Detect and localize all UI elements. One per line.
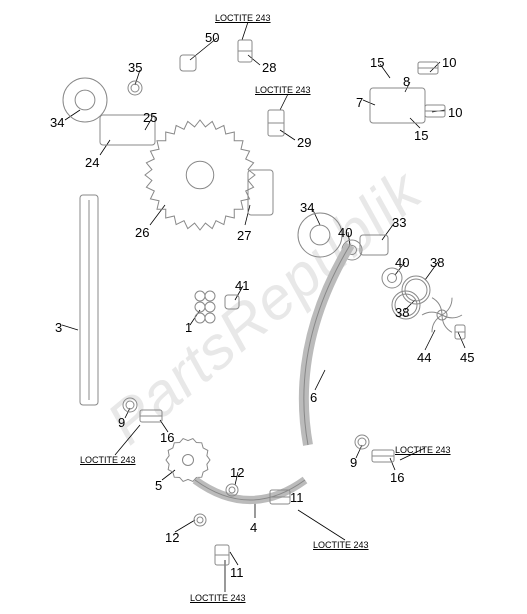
callout-c33: 33 bbox=[392, 215, 406, 230]
callout-c40a: 40 bbox=[338, 225, 352, 240]
callout-c4: 4 bbox=[250, 520, 257, 535]
callout-c24: 24 bbox=[85, 155, 99, 170]
callout-c41: 41 bbox=[235, 278, 249, 293]
callout-c26: 26 bbox=[135, 225, 149, 240]
callout-c10b: 10 bbox=[448, 105, 462, 120]
callout-c38a: 38 bbox=[430, 255, 444, 270]
callout-c44: 44 bbox=[417, 350, 431, 365]
callout-c38b: 38 bbox=[395, 305, 409, 320]
callout-c11b: 11 bbox=[230, 565, 244, 580]
callout-c45: 45 bbox=[460, 350, 474, 365]
callout-c12b: 12 bbox=[165, 530, 179, 545]
loctite-label-4: LOCTITE 243 bbox=[190, 593, 246, 603]
callout-c28: 28 bbox=[262, 60, 276, 75]
loctite-label-1: LOCTITE 243 bbox=[255, 85, 311, 95]
callout-c27: 27 bbox=[237, 228, 251, 243]
watermark-text: PartsRepublik bbox=[93, 156, 433, 457]
callout-c1: 1 bbox=[185, 320, 192, 335]
callout-c40b: 40 bbox=[395, 255, 409, 270]
loctite-label-5: LOCTITE 243 bbox=[395, 445, 451, 455]
callout-c35: 35 bbox=[128, 60, 142, 75]
callout-c34a: 34 bbox=[50, 115, 64, 130]
diagram-container: PartsRepublik 50353425242829151087101526… bbox=[0, 0, 527, 614]
callout-c9b: 9 bbox=[350, 455, 357, 470]
callout-c34b: 34 bbox=[300, 200, 314, 215]
callout-c25: 25 bbox=[143, 110, 157, 125]
loctite-label-2: LOCTITE 243 bbox=[80, 455, 136, 465]
callout-c12a: 12 bbox=[230, 465, 244, 480]
loctite-label-3: LOCTITE 243 bbox=[313, 540, 369, 550]
callout-c50: 50 bbox=[205, 30, 219, 45]
callout-c29: 29 bbox=[297, 135, 311, 150]
loctite-label-0: LOCTITE 243 bbox=[215, 13, 271, 23]
callout-c10a: 10 bbox=[442, 55, 456, 70]
callout-c7: 7 bbox=[356, 95, 363, 110]
callout-c16a: 16 bbox=[160, 430, 174, 445]
callout-c9a: 9 bbox=[118, 415, 125, 430]
callout-c3: 3 bbox=[55, 320, 62, 335]
callout-c15b: 15 bbox=[414, 128, 428, 143]
callout-c8: 8 bbox=[403, 74, 410, 89]
callout-c6: 6 bbox=[310, 390, 317, 405]
callout-c16b: 16 bbox=[390, 470, 404, 485]
callout-c5: 5 bbox=[155, 478, 162, 493]
callout-c15a: 15 bbox=[370, 55, 384, 70]
callout-c11a: 11 bbox=[290, 490, 304, 505]
